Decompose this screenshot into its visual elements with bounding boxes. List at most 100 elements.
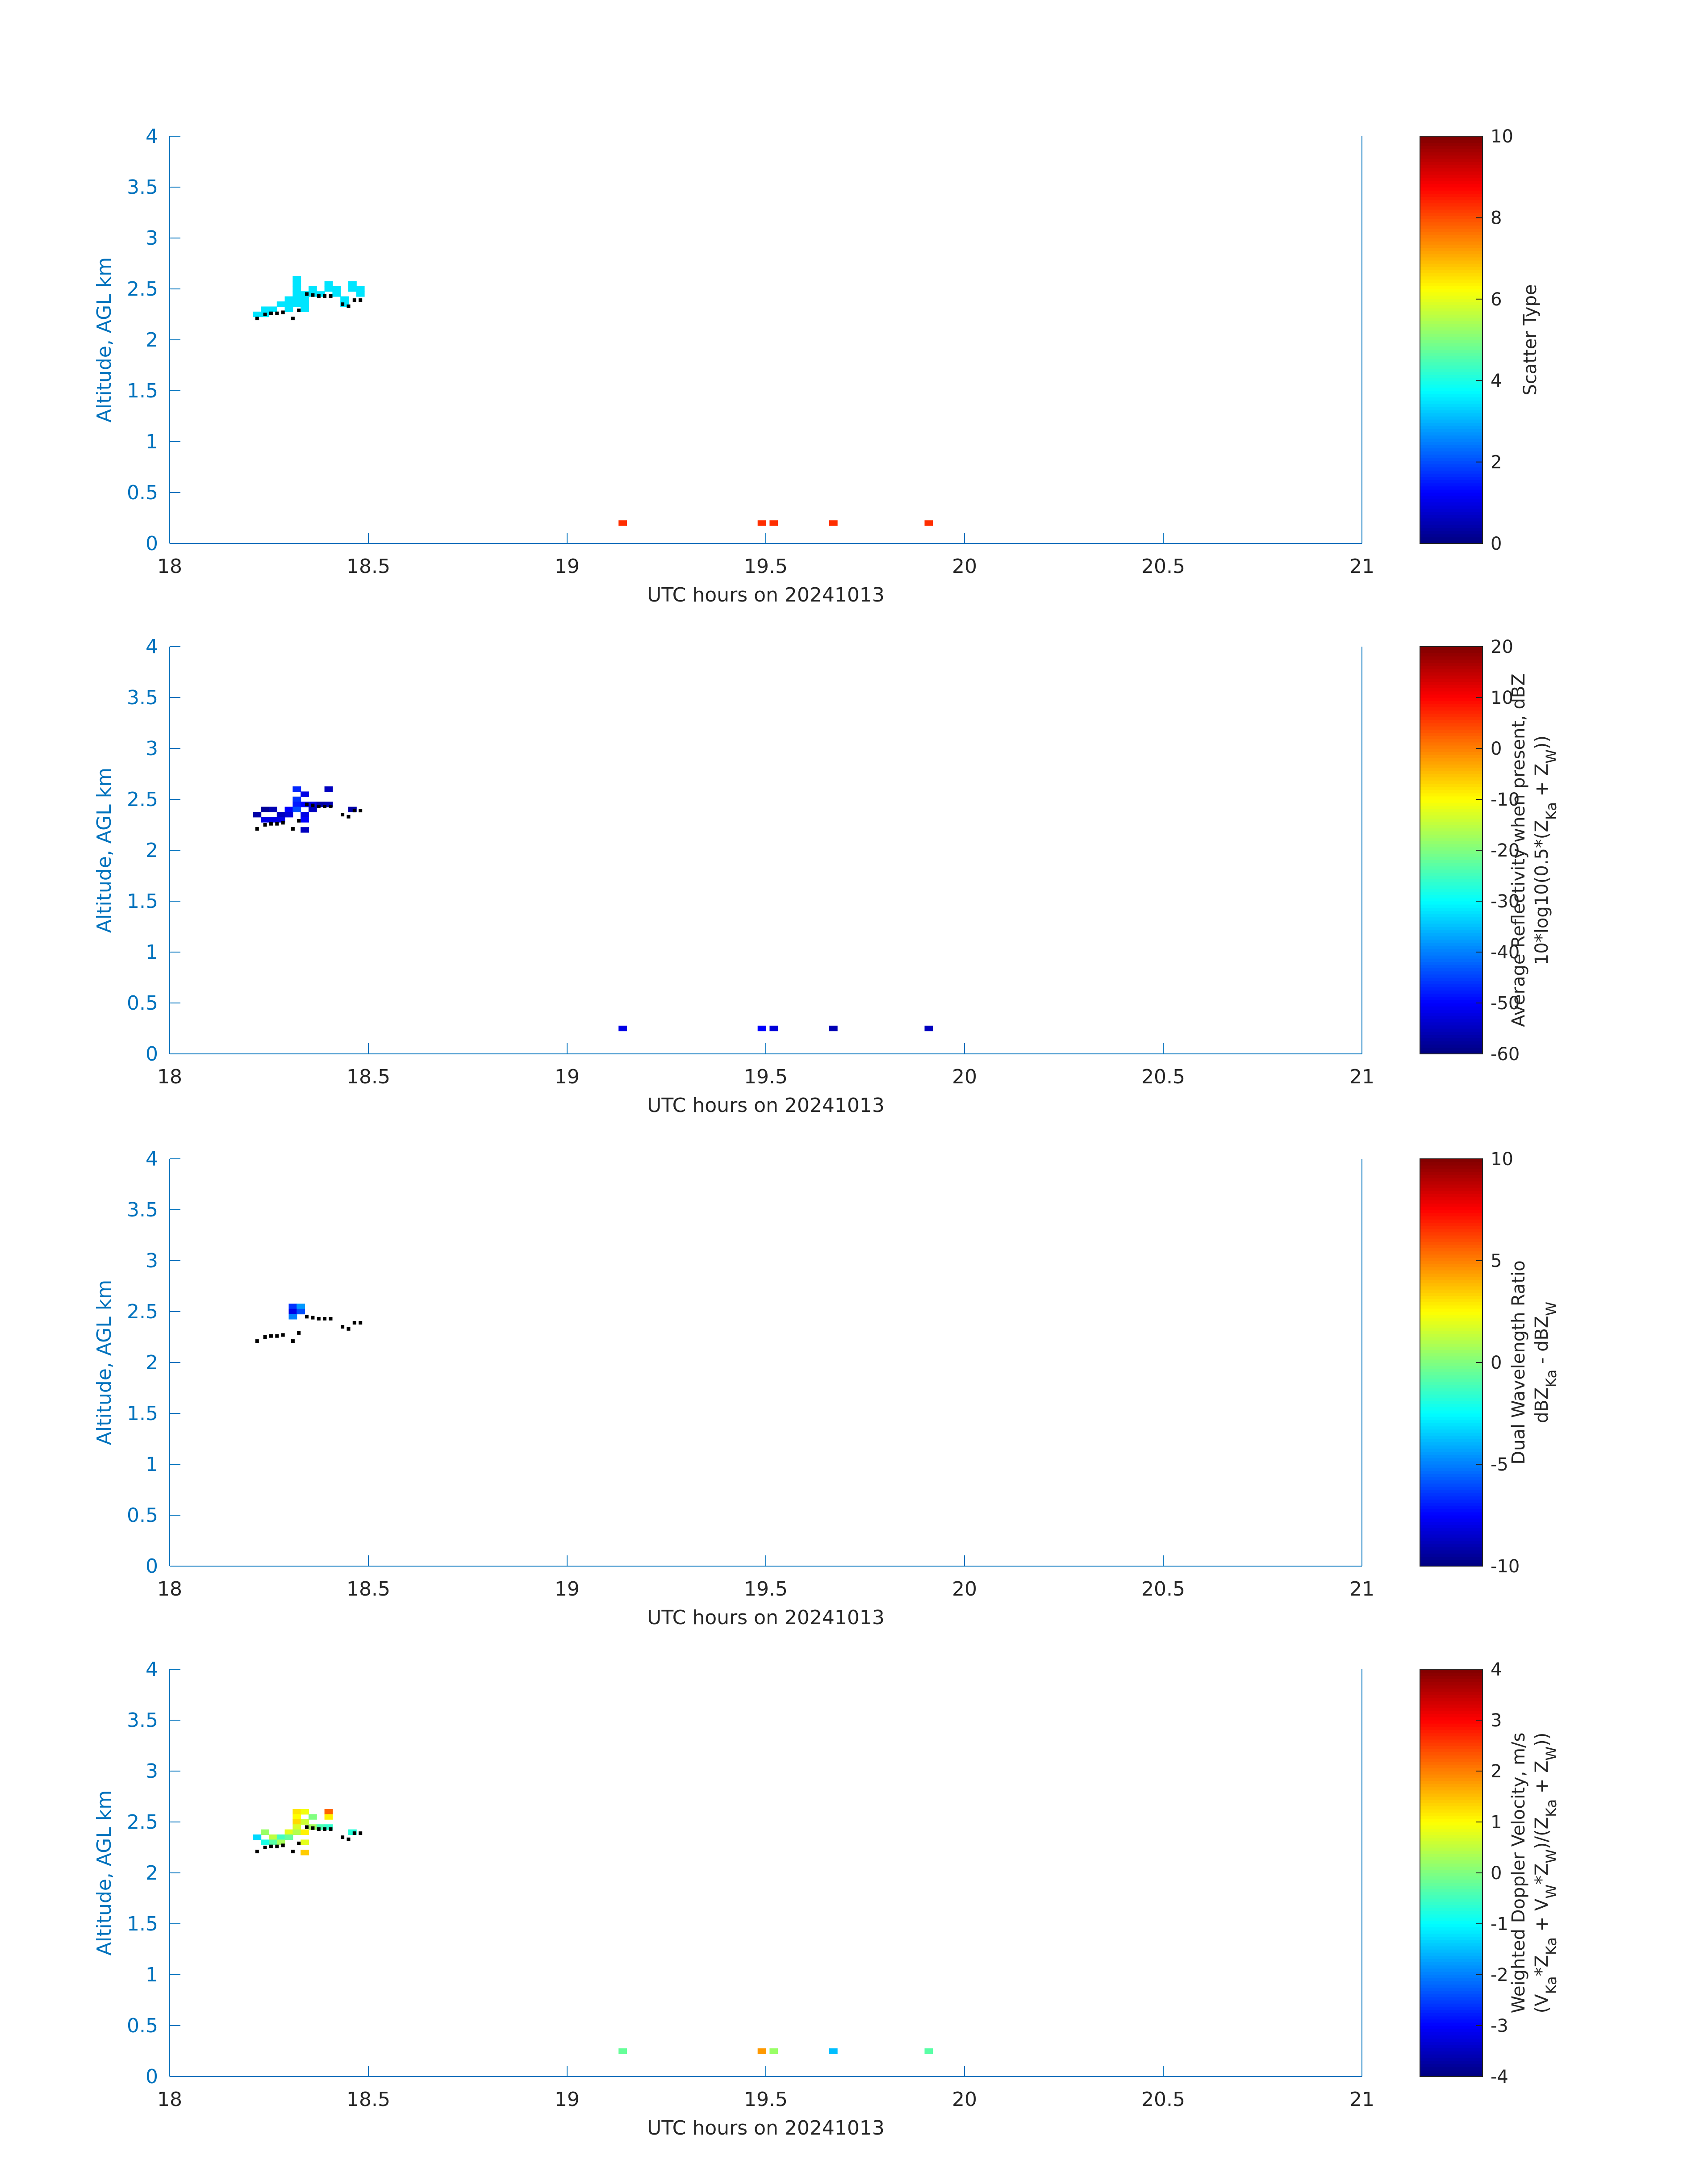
colorbar-segment bbox=[1420, 2022, 1482, 2026]
colorbar-segment bbox=[1420, 1531, 1482, 1535]
x-tick-label: 20.5 bbox=[1141, 555, 1185, 578]
y-tick-label: 2.5 bbox=[127, 278, 158, 301]
colorbar-segment bbox=[1420, 1993, 1482, 1997]
colorbar-segment bbox=[1420, 1012, 1482, 1016]
label-segment: + V bbox=[1532, 1898, 1552, 1937]
colorbar-segment bbox=[1420, 863, 1482, 867]
data-cell bbox=[324, 1809, 333, 1815]
y-tick-label: 3 bbox=[146, 1760, 158, 1783]
x-tick-label: 19.5 bbox=[744, 1578, 788, 1600]
colorbar-segment bbox=[1420, 174, 1482, 178]
colorbar-segment bbox=[1420, 1410, 1482, 1414]
colorbar-segment bbox=[1420, 502, 1482, 506]
x-tick-label: 19.5 bbox=[744, 2088, 788, 2111]
colorbar-segment bbox=[1420, 486, 1482, 490]
x-tick-label: 20.5 bbox=[1141, 2088, 1185, 2111]
colorbar-segment bbox=[1420, 321, 1482, 324]
colorbar-segment bbox=[1420, 815, 1482, 819]
colorbar-label: Dual Wavelength Ratio bbox=[1508, 1260, 1529, 1464]
data-cell bbox=[301, 1829, 309, 1835]
colorbar-segment bbox=[1420, 723, 1482, 727]
data-cell bbox=[301, 306, 309, 312]
data-cell bbox=[324, 281, 333, 287]
colorbar-segment bbox=[1420, 831, 1482, 835]
colorbar-segment bbox=[1420, 1956, 1482, 1959]
data-cell bbox=[288, 1308, 297, 1315]
colorbar-segment bbox=[1420, 1825, 1482, 1829]
y-tick-label: 3.5 bbox=[127, 686, 158, 709]
colorbar-segment bbox=[1420, 1454, 1482, 1458]
data-cell bbox=[757, 520, 766, 526]
data-cell bbox=[301, 827, 309, 833]
colorbar-segment bbox=[1420, 422, 1482, 426]
colorbar-segment bbox=[1420, 260, 1482, 264]
colorbar-segment bbox=[1420, 981, 1482, 984]
colorbar-segment bbox=[1420, 1308, 1482, 1312]
colorbar-segment bbox=[1420, 1502, 1482, 1506]
cloud-base-dot bbox=[281, 821, 285, 825]
colorbar-segment bbox=[1420, 1340, 1482, 1344]
colorbar-segment bbox=[1420, 770, 1482, 774]
colorbar-label: Average Reflectivity when present, dBZ bbox=[1508, 673, 1529, 1027]
colorbar-segment bbox=[1420, 330, 1482, 334]
colorbar-segment bbox=[1420, 978, 1482, 981]
colorbar-segment bbox=[1420, 1905, 1482, 1908]
colorbar-segment bbox=[1420, 1818, 1482, 1822]
colorbar-segment bbox=[1420, 840, 1482, 844]
colorbar-segment bbox=[1420, 1774, 1482, 1778]
cloud-base-dot bbox=[352, 298, 356, 302]
colorbar-segment bbox=[1420, 1178, 1482, 1182]
colorbar-segment bbox=[1420, 1790, 1482, 1794]
colorbar-segment bbox=[1420, 1378, 1482, 1382]
colorbar-segment bbox=[1420, 1353, 1482, 1357]
colorbar-segment bbox=[1420, 2000, 1482, 2004]
colorbar-tick-label: -1 bbox=[1491, 1914, 1508, 1935]
colorbar-segment bbox=[1420, 426, 1482, 430]
colorbar-segment bbox=[1420, 1559, 1482, 1563]
colorbar-segment bbox=[1420, 1305, 1482, 1309]
colorbar-segment bbox=[1420, 1704, 1482, 1708]
colorbar-label: Scatter Type bbox=[1520, 284, 1541, 396]
data-cell bbox=[769, 520, 778, 526]
cloud-base-dot bbox=[255, 317, 259, 321]
colorbar-segment bbox=[1420, 1834, 1482, 1839]
colorbar-segment bbox=[1420, 1764, 1482, 1768]
colorbar-segment bbox=[1420, 1959, 1482, 1963]
colorbar-segment bbox=[1420, 767, 1482, 771]
colorbar-tick-label: 1 bbox=[1491, 1812, 1502, 1833]
colorbar-segment bbox=[1420, 1257, 1482, 1261]
cloud-base-dot bbox=[275, 1844, 279, 1848]
colorbar-segment bbox=[1420, 647, 1482, 650]
colorbar-segment bbox=[1420, 1038, 1482, 1042]
colorbar-segment bbox=[1420, 1327, 1482, 1331]
data-cell bbox=[292, 291, 301, 297]
colorbar-segment bbox=[1420, 340, 1482, 343]
colorbar-segment bbox=[1420, 1035, 1482, 1038]
cloud-base-dot bbox=[305, 1825, 309, 1829]
x-tick-label: 19 bbox=[555, 555, 580, 578]
y-tick-label: 1 bbox=[146, 1964, 158, 1986]
y-tick-label: 2.5 bbox=[127, 1811, 158, 1834]
colorbar-segment bbox=[1420, 352, 1482, 356]
colorbar-tick-label: 10 bbox=[1491, 1149, 1513, 1170]
colorbar-segment bbox=[1420, 1248, 1482, 1252]
colorbar-segment bbox=[1420, 1815, 1482, 1819]
colorbar-segment bbox=[1420, 850, 1482, 854]
colorbar-segment bbox=[1420, 847, 1482, 851]
colorbar-segment bbox=[1420, 1755, 1482, 1759]
x-tick-label: 20 bbox=[952, 1578, 977, 1600]
colorbar-segment bbox=[1420, 974, 1482, 978]
colorbar-segment bbox=[1420, 1480, 1482, 1484]
cloud-base-dot bbox=[323, 805, 327, 808]
colorbar-tick-label: 3 bbox=[1491, 1710, 1502, 1731]
data-cell bbox=[348, 286, 357, 292]
colorbar-segment bbox=[1420, 1710, 1482, 1714]
colorbar-segment bbox=[1420, 1356, 1482, 1360]
colorbar-segment bbox=[1420, 882, 1482, 886]
colorbar-segment bbox=[1420, 672, 1482, 676]
x-tick-label: 20.5 bbox=[1141, 1578, 1185, 1600]
colorbar-segment bbox=[1420, 1987, 1482, 1991]
cloud-base-dot bbox=[255, 827, 259, 831]
x-tick-label: 18 bbox=[157, 1578, 182, 1600]
cloud-base-dot bbox=[281, 310, 285, 314]
